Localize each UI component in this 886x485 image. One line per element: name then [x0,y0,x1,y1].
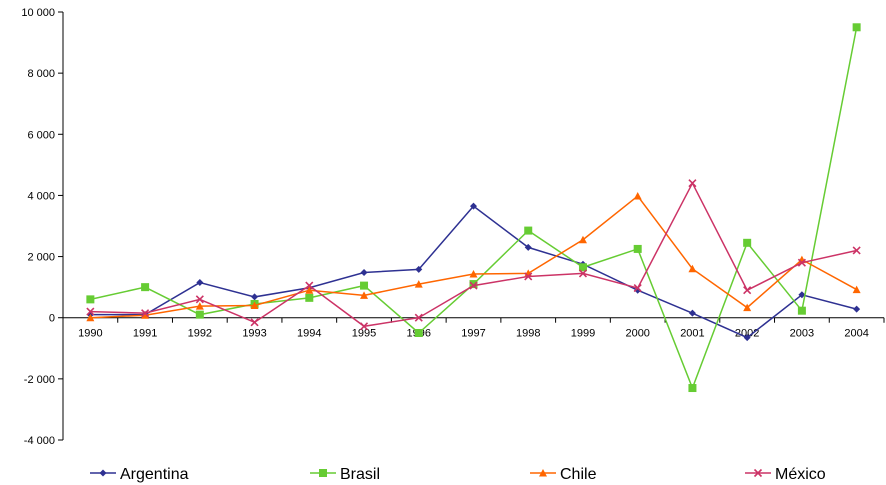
y-tick-label: 10 000 [21,7,55,19]
series-brasil-marker [360,281,369,290]
series-chile-marker [852,285,861,294]
series-m-xico [86,179,861,331]
series-brasil-marker [414,329,423,337]
chart-axes [62,12,884,440]
series-brasil-marker [797,306,806,315]
y-tick-label: 0 [49,313,55,325]
x-tick-label: 1998 [516,328,540,340]
series-argentina-marker [634,286,642,294]
series-brasil [86,23,861,393]
x-tick-label: 2004 [844,328,868,340]
x-tick-label: 1993 [242,328,266,340]
legend-label: Brasil [340,466,380,483]
series-argentina-marker [360,268,368,276]
series-brasil-marker [469,280,478,289]
series-argentina-marker [524,243,532,251]
series-chile-marker [469,269,478,278]
series-m-xico-marker [305,281,314,290]
series-chile-marker [360,291,369,299]
series-argentina-marker [853,305,861,313]
y-tick-label: 2 000 [27,252,55,264]
x-tick-label: 1991 [133,328,157,340]
series-m-xico-marker [250,318,259,327]
y-tick-label: 4 000 [27,190,55,202]
series-m-xico-marker [578,269,588,278]
x-tick-label: 1994 [297,328,321,340]
series-argentina-marker [415,265,423,273]
series-brasil-marker [688,384,697,393]
series-brasil-marker [852,23,861,32]
x-tick-label: 2001 [680,328,704,340]
y-tick-label: -4 000 [24,435,55,447]
series-m-xico-marker [86,307,95,316]
y-tick-label: -2 000 [24,374,55,386]
legend-item-chile: Chile [530,466,597,483]
legend-label: Chile [560,466,597,483]
x-tick-label: 1997 [461,328,485,340]
legend-item-argentina: Argentina [90,466,189,483]
series-m-xico-marker [524,272,533,281]
series-brasil-marker [305,293,314,302]
legend-chile-marker [539,469,547,477]
chart-series [86,23,861,393]
series-m-xico-marker [195,295,204,304]
legend-argentina-marker [99,469,107,477]
series-chile-marker [195,302,204,310]
x-axis-ticks: 1990199119921993199419951996199719981999… [62,317,885,340]
series-chile-marker [141,311,150,319]
series-m-xico-marker [797,258,806,267]
series-argentina-marker [798,291,806,299]
series-m-xico-marker [633,283,642,293]
series-chile-marker [86,313,95,322]
series-m-xico-marker [743,286,752,295]
x-tick-label: 2000 [625,328,649,340]
series-chile-marker [578,235,587,244]
series-chile-marker [305,286,314,294]
series-brasil-marker [743,238,752,247]
series-brasil-marker [524,226,533,235]
series-m-xico-marker [469,281,478,290]
y-tick-label: 6 000 [27,129,55,141]
series-m-xico-marker [359,322,369,331]
series-argentina-marker [196,279,204,287]
legend-item-brasil: Brasil [310,466,380,483]
legend-brasil-marker [319,469,327,477]
x-tick-label: 1999 [571,328,595,340]
series-m-xico-marker [141,309,150,318]
x-tick-label: 2003 [790,328,814,340]
series-argentina-marker [743,334,751,342]
series-m-xico-marker [852,246,861,255]
legend-label: Argentina [120,466,189,483]
series-chile-marker [688,264,697,273]
series-brasil-marker [86,295,95,304]
legend-label: México [775,466,826,483]
series-argentina-marker [688,309,696,317]
x-tick-label: 1992 [188,328,212,340]
y-axis-ticks: -4 000 -2 000 0 2 000 4 000 6 000 8 000 10 000 [21,7,63,447]
series-chile-marker [743,303,752,312]
series-m-xico-marker [414,313,423,322]
x-tick-label: 1995 [352,328,376,340]
series-argentina-marker [251,293,259,301]
series-chile-marker [633,192,642,200]
series-brasil-marker [578,263,587,272]
x-tick-label: 2002 [735,328,759,340]
series-brasil-marker [633,244,642,253]
series-brasil-marker [195,310,204,319]
x-tick-label: 1990 [78,328,102,340]
series-chile-marker [250,301,259,309]
legend-m-xico-marker [753,468,763,478]
y-tick-label: 8 000 [27,68,55,80]
chart-legend: Argentina Brasil Chile México [90,466,826,483]
series-chile-marker [414,280,423,288]
series-m-xico-marker [688,179,697,188]
series-argentina-marker [470,202,477,210]
series-brasil-marker [141,283,150,292]
legend-item-m-xico: México [745,466,826,483]
